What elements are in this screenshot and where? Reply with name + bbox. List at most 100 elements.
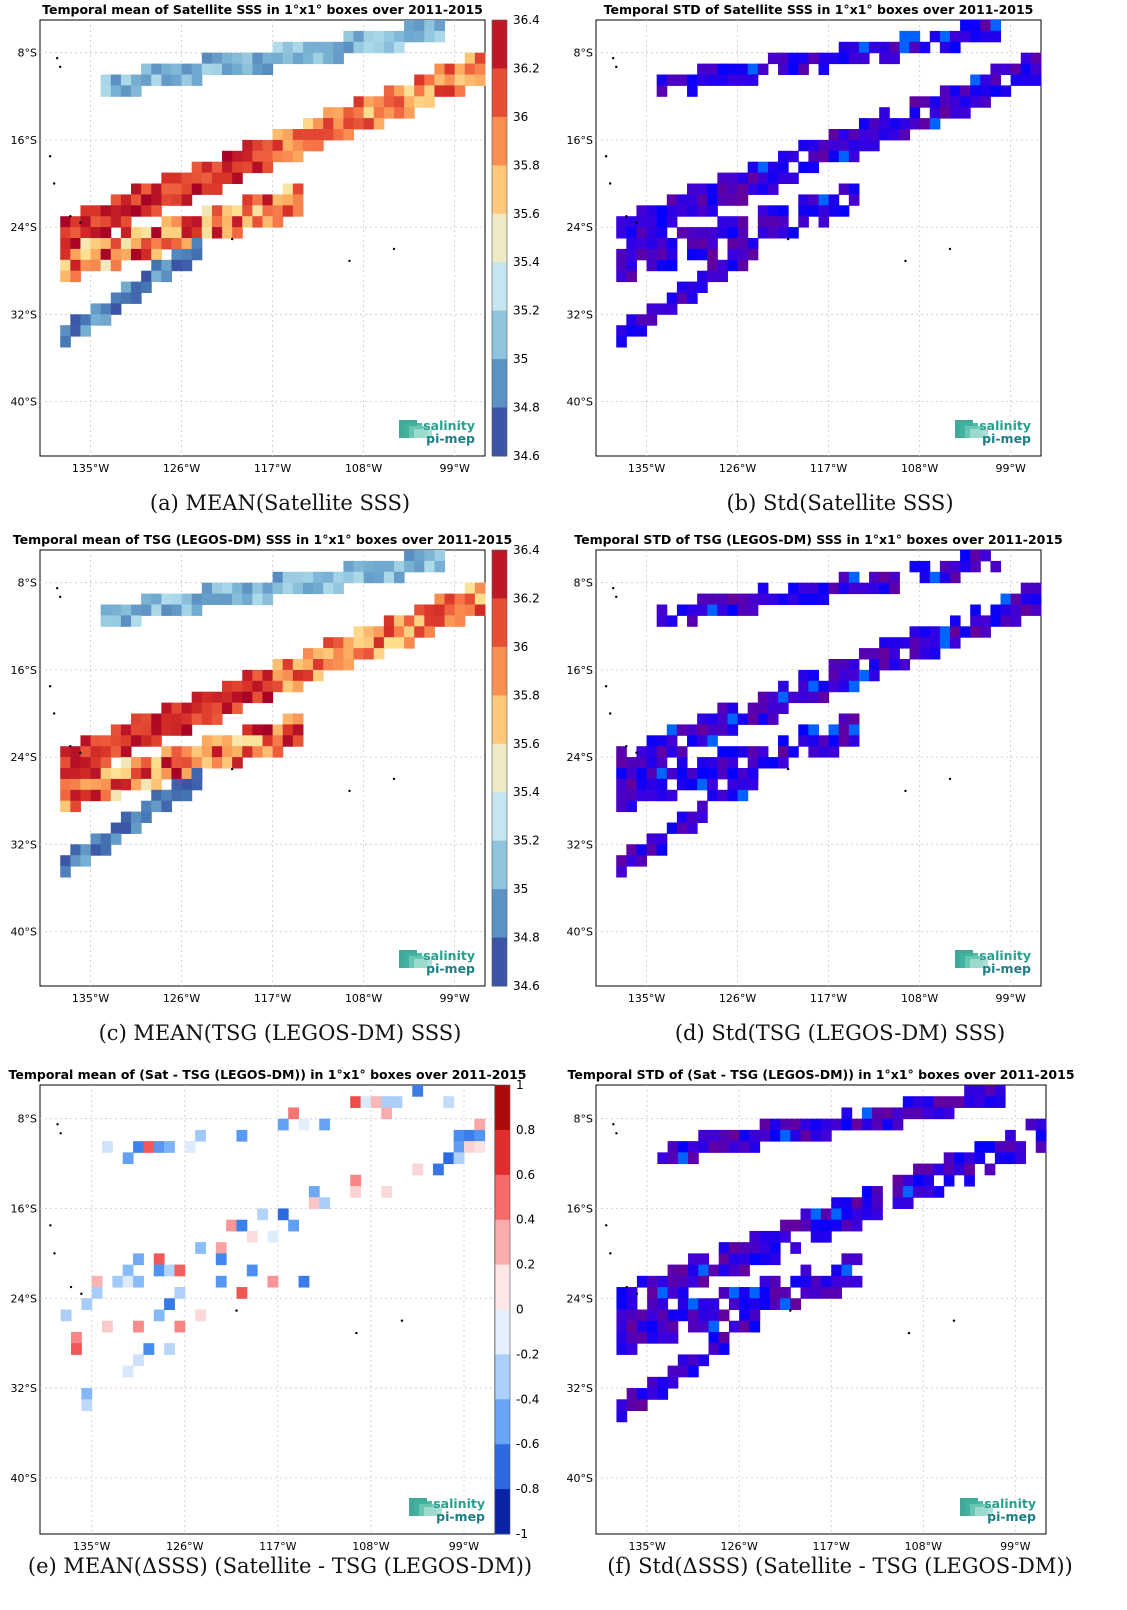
data-cell bbox=[808, 150, 819, 163]
data-cell bbox=[131, 811, 142, 823]
data-cell bbox=[831, 1264, 842, 1277]
data-cell bbox=[100, 757, 112, 769]
data-cell bbox=[353, 118, 365, 130]
data-cell bbox=[110, 303, 122, 315]
y-tick-label: 40°S bbox=[567, 396, 593, 409]
island-dot bbox=[907, 1331, 911, 1335]
data-cell bbox=[769, 1287, 781, 1299]
data-cell bbox=[818, 52, 830, 65]
data-cell bbox=[171, 593, 183, 605]
data-cell bbox=[676, 281, 688, 293]
data-cell bbox=[677, 1141, 689, 1153]
data-cell bbox=[100, 248, 112, 261]
data-cell bbox=[626, 778, 637, 791]
data-cell bbox=[687, 85, 698, 97]
data-cell bbox=[949, 96, 961, 108]
data-cell bbox=[727, 183, 739, 195]
data-cell bbox=[899, 30, 911, 43]
data-cell bbox=[657, 1331, 669, 1344]
data-cell bbox=[728, 1298, 740, 1310]
data-cell bbox=[211, 161, 223, 174]
data-cell bbox=[838, 571, 850, 584]
data-cell bbox=[161, 713, 172, 725]
data-cell bbox=[353, 41, 365, 54]
data-cell bbox=[110, 238, 122, 250]
data-cell bbox=[292, 194, 304, 206]
data-cell bbox=[80, 746, 92, 758]
data-cell bbox=[790, 1242, 802, 1254]
data-cell bbox=[616, 1410, 628, 1423]
data-cell bbox=[131, 604, 142, 616]
data-cell bbox=[242, 194, 253, 206]
x-tick-label: 126°W bbox=[163, 462, 200, 475]
data-cell bbox=[343, 659, 355, 671]
data-cell bbox=[666, 768, 678, 780]
data-cell bbox=[749, 1230, 761, 1243]
data-cell bbox=[790, 1275, 802, 1288]
data-cell bbox=[222, 702, 233, 714]
data-cell bbox=[687, 205, 698, 217]
data-cell bbox=[161, 259, 172, 272]
data-cell bbox=[984, 1096, 996, 1108]
data-cell bbox=[616, 757, 627, 769]
data-cell bbox=[434, 604, 446, 616]
data-cell bbox=[718, 1331, 730, 1344]
data-cell bbox=[798, 582, 809, 595]
data-cell bbox=[727, 172, 739, 184]
data-cell bbox=[302, 139, 314, 152]
chart-title: Temporal mean of (Sat - TSG (LEGOS-DM)) … bbox=[9, 1067, 527, 1082]
island-dot bbox=[612, 1123, 615, 1126]
data-cell bbox=[171, 238, 183, 250]
data-cell bbox=[151, 248, 162, 261]
data-cell bbox=[80, 757, 92, 769]
data-cell bbox=[767, 183, 779, 195]
data-cell bbox=[902, 1197, 914, 1209]
data-cell bbox=[463, 1129, 475, 1142]
data-cell bbox=[636, 1320, 648, 1333]
data-cell bbox=[929, 626, 941, 638]
data-cell bbox=[201, 582, 213, 595]
data-cell bbox=[393, 637, 405, 649]
data-cell bbox=[697, 227, 708, 239]
data-cell bbox=[164, 1141, 175, 1153]
data-cell bbox=[727, 74, 739, 86]
data-cell bbox=[626, 314, 637, 326]
data-cell bbox=[141, 735, 152, 747]
data-cell bbox=[333, 107, 344, 119]
data-cell bbox=[131, 227, 142, 239]
data-cell bbox=[970, 615, 981, 627]
data-cell bbox=[151, 194, 162, 206]
data-cell bbox=[120, 205, 132, 217]
data-cell bbox=[616, 789, 627, 802]
x-tick-label: 99°W bbox=[995, 992, 1025, 1005]
data-cell bbox=[739, 1253, 750, 1266]
data-cell bbox=[151, 789, 162, 802]
data-cell bbox=[964, 1152, 975, 1165]
data-cell bbox=[80, 855, 92, 867]
data-cell bbox=[666, 615, 678, 627]
data-cell bbox=[757, 161, 769, 174]
data-cell bbox=[1010, 74, 1022, 86]
data-cell bbox=[851, 1275, 863, 1288]
data-cell bbox=[990, 74, 1002, 86]
data-cell bbox=[646, 757, 658, 769]
data-cell bbox=[181, 216, 193, 228]
data-cell bbox=[454, 604, 466, 616]
data-cell bbox=[454, 63, 466, 75]
data-cell bbox=[687, 768, 698, 780]
colorbar-tick-label: 35 bbox=[513, 882, 528, 896]
x-tick-label: 117°W bbox=[259, 1540, 296, 1551]
data-cell bbox=[778, 216, 789, 228]
data-cell bbox=[464, 604, 476, 616]
data-cell bbox=[201, 713, 213, 725]
data-cell bbox=[808, 205, 819, 217]
data-cell bbox=[292, 659, 304, 671]
data-cell bbox=[960, 30, 971, 43]
data-cell bbox=[404, 637, 415, 649]
data-cell bbox=[201, 735, 213, 747]
data-cell bbox=[373, 107, 385, 119]
data-cell bbox=[1035, 1118, 1047, 1131]
data-cell bbox=[195, 1242, 206, 1254]
